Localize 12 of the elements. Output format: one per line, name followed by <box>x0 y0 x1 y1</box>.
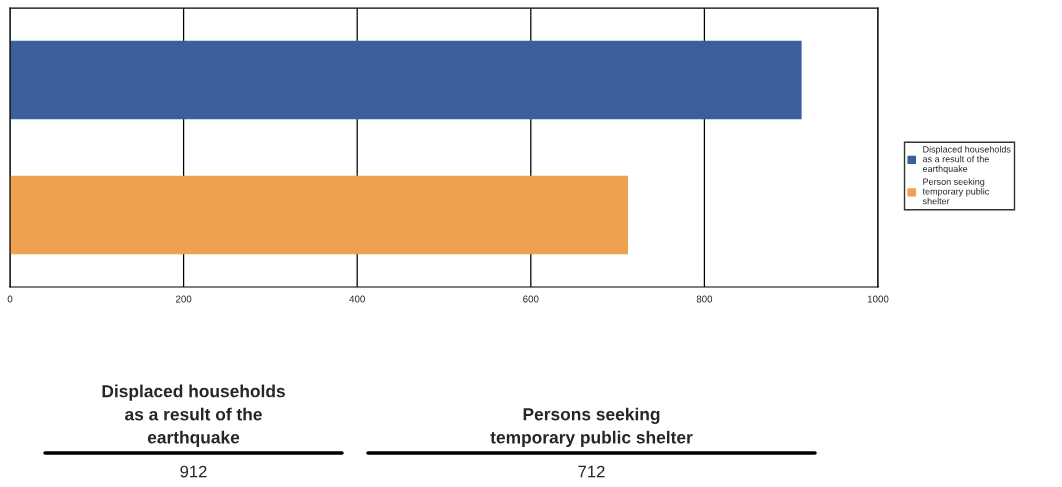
x-tick-label: 400 <box>349 295 365 303</box>
legend-label: Displaced households as a result of the earthquake <box>922 145 1011 174</box>
text: 912 <box>180 465 207 478</box>
text: 712 <box>578 465 605 478</box>
x-tick-label: 800 <box>696 295 713 303</box>
legend-label: Person seeking temporary public shelter <box>922 178 990 205</box>
x-tick-label: 600 <box>523 295 539 303</box>
text: Persons seeking temporary public shelter <box>490 407 693 447</box>
text: Displaced households as a result of the earthquake <box>102 384 285 447</box>
x-tick-label: 200 <box>175 295 192 303</box>
x-tick-label: 1000 <box>867 295 889 303</box>
x-tick-label: 0 <box>7 295 13 303</box>
